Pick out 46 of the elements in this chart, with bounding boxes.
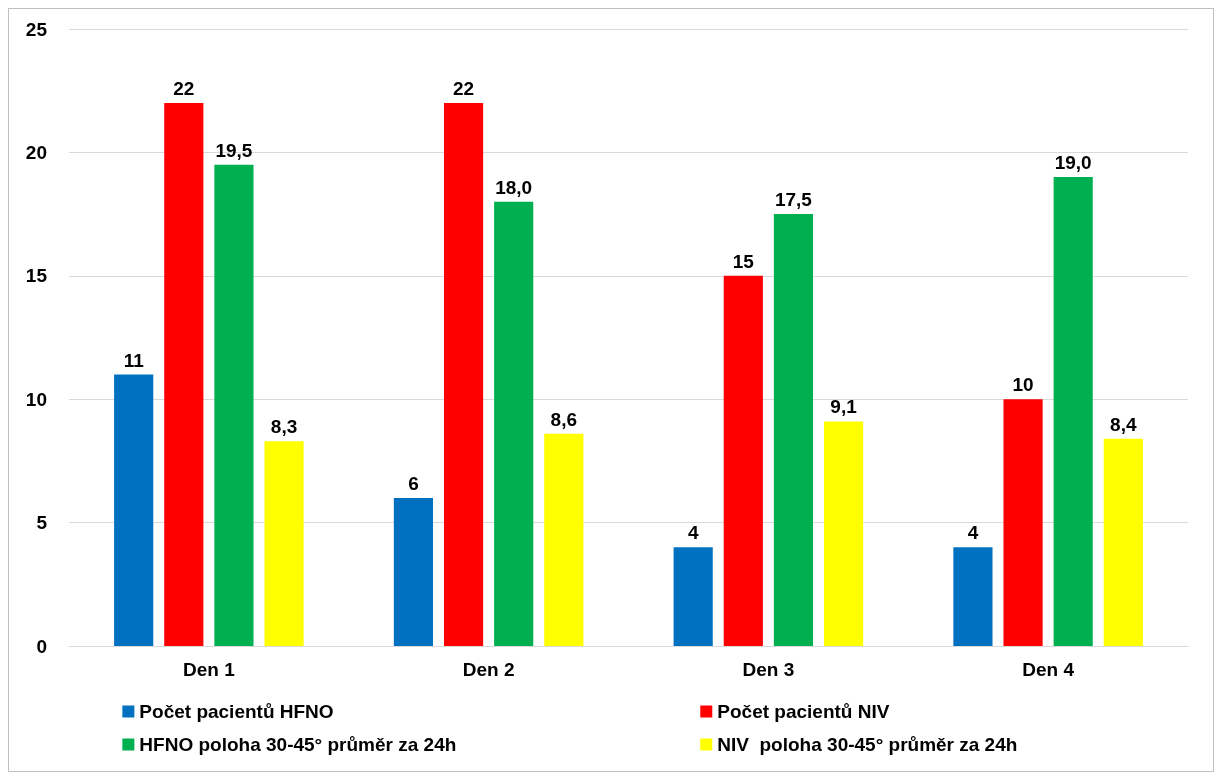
bar xyxy=(164,103,204,646)
data-label: 11 xyxy=(123,349,145,371)
data-label: 19,0 xyxy=(1054,152,1092,174)
data-label: 8,3 xyxy=(270,416,298,438)
bar xyxy=(443,103,484,646)
y-tick-label: 5 xyxy=(36,512,48,534)
bar xyxy=(1053,177,1093,646)
data-label: 8,6 xyxy=(550,408,578,430)
legend-label: Počet pacientů NIV xyxy=(717,701,890,722)
x-tick-label: Den 3 xyxy=(742,659,795,680)
bar xyxy=(264,441,304,646)
y-tick-label: 10 xyxy=(25,388,47,410)
bar xyxy=(494,201,534,646)
x-tick-label: Den 2 xyxy=(462,659,515,680)
bar xyxy=(823,421,864,646)
bar xyxy=(773,214,814,646)
data-label: 10 xyxy=(1012,374,1034,396)
data-label: 19,5 xyxy=(215,139,253,161)
y-tick-label: 25 xyxy=(25,18,48,40)
data-label: 18,0 xyxy=(495,176,533,198)
bar xyxy=(114,374,154,646)
bar xyxy=(723,275,763,646)
data-label: 4 xyxy=(967,522,979,544)
data-label: 9,1 xyxy=(830,396,858,418)
data-label: 22 xyxy=(452,78,475,100)
legend-label: HFNO poloha 30-45° průměr za 24h xyxy=(139,734,457,755)
y-tick-label: 0 xyxy=(36,635,47,657)
bar xyxy=(544,433,584,646)
y-tick-label: 15 xyxy=(25,265,48,287)
data-label: 17,5 xyxy=(774,189,813,211)
bar xyxy=(673,547,713,646)
data-label: 4 xyxy=(687,522,699,544)
bar xyxy=(214,164,254,646)
x-tick-label: Den 4 xyxy=(1022,659,1075,680)
data-label: 22 xyxy=(173,78,195,100)
legend-label: NIV poloha 30-45° průměr za 24h xyxy=(717,734,1018,755)
bar xyxy=(1003,399,1043,646)
bar xyxy=(1103,438,1143,646)
data-label: 15 xyxy=(732,250,755,272)
legend-label: Počet pacientů HFNO xyxy=(139,701,334,722)
data-label: 8,4 xyxy=(1110,413,1137,435)
x-tick-label: Den 1 xyxy=(183,659,236,680)
y-tick-label: 20 xyxy=(25,141,47,163)
bar xyxy=(953,547,993,646)
bar xyxy=(393,497,434,646)
data-label: 6 xyxy=(408,472,419,494)
